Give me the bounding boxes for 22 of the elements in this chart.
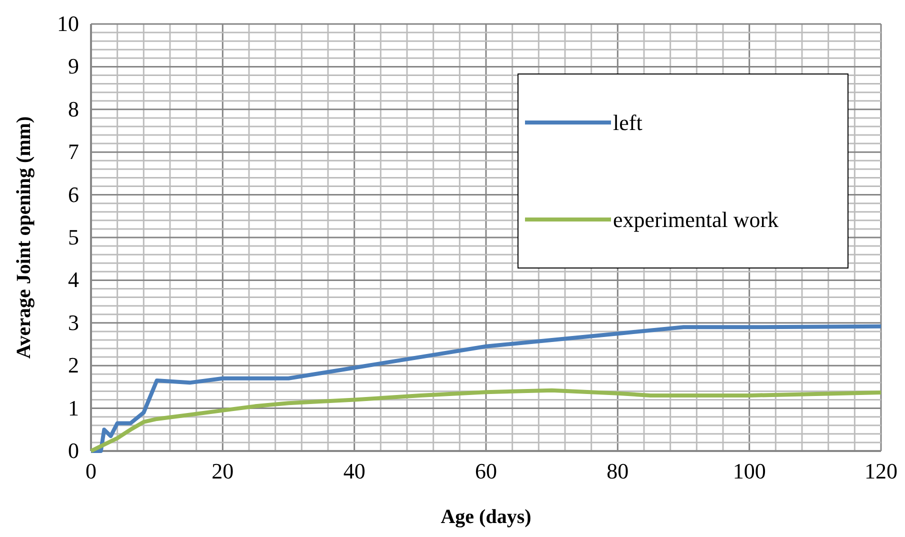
x-tick-label: 40 bbox=[343, 458, 366, 484]
legend-label: left bbox=[613, 110, 642, 136]
y-tick-label: 9 bbox=[68, 54, 79, 79]
y-tick-label: 4 bbox=[68, 267, 79, 292]
y-tick-label: 2 bbox=[68, 352, 79, 378]
y-tick-label: 8 bbox=[68, 96, 79, 122]
y-axis-title: Average Joint opening (mm) bbox=[13, 116, 35, 359]
x-axis-title: Age (days) bbox=[440, 506, 532, 528]
x-tick-label: 0 bbox=[86, 458, 96, 484]
y-tick-label: 3 bbox=[68, 310, 79, 335]
y-tick-label: 1 bbox=[68, 395, 79, 420]
y-tick-label: 5 bbox=[68, 224, 79, 250]
x-tick-label: 80 bbox=[606, 458, 629, 484]
x-tick-label: 20 bbox=[212, 458, 234, 484]
x-tick-label: 100 bbox=[732, 458, 766, 484]
x-tick-label: 120 bbox=[864, 458, 898, 484]
y-tick-label: 6 bbox=[68, 182, 79, 207]
x-tick-label: 60 bbox=[475, 458, 497, 484]
y-tick-label: 0 bbox=[68, 438, 79, 464]
y-tick-label: 7 bbox=[68, 139, 79, 164]
y-tick-label: 10 bbox=[57, 11, 79, 36]
legend-label: experimental work bbox=[613, 207, 779, 232]
